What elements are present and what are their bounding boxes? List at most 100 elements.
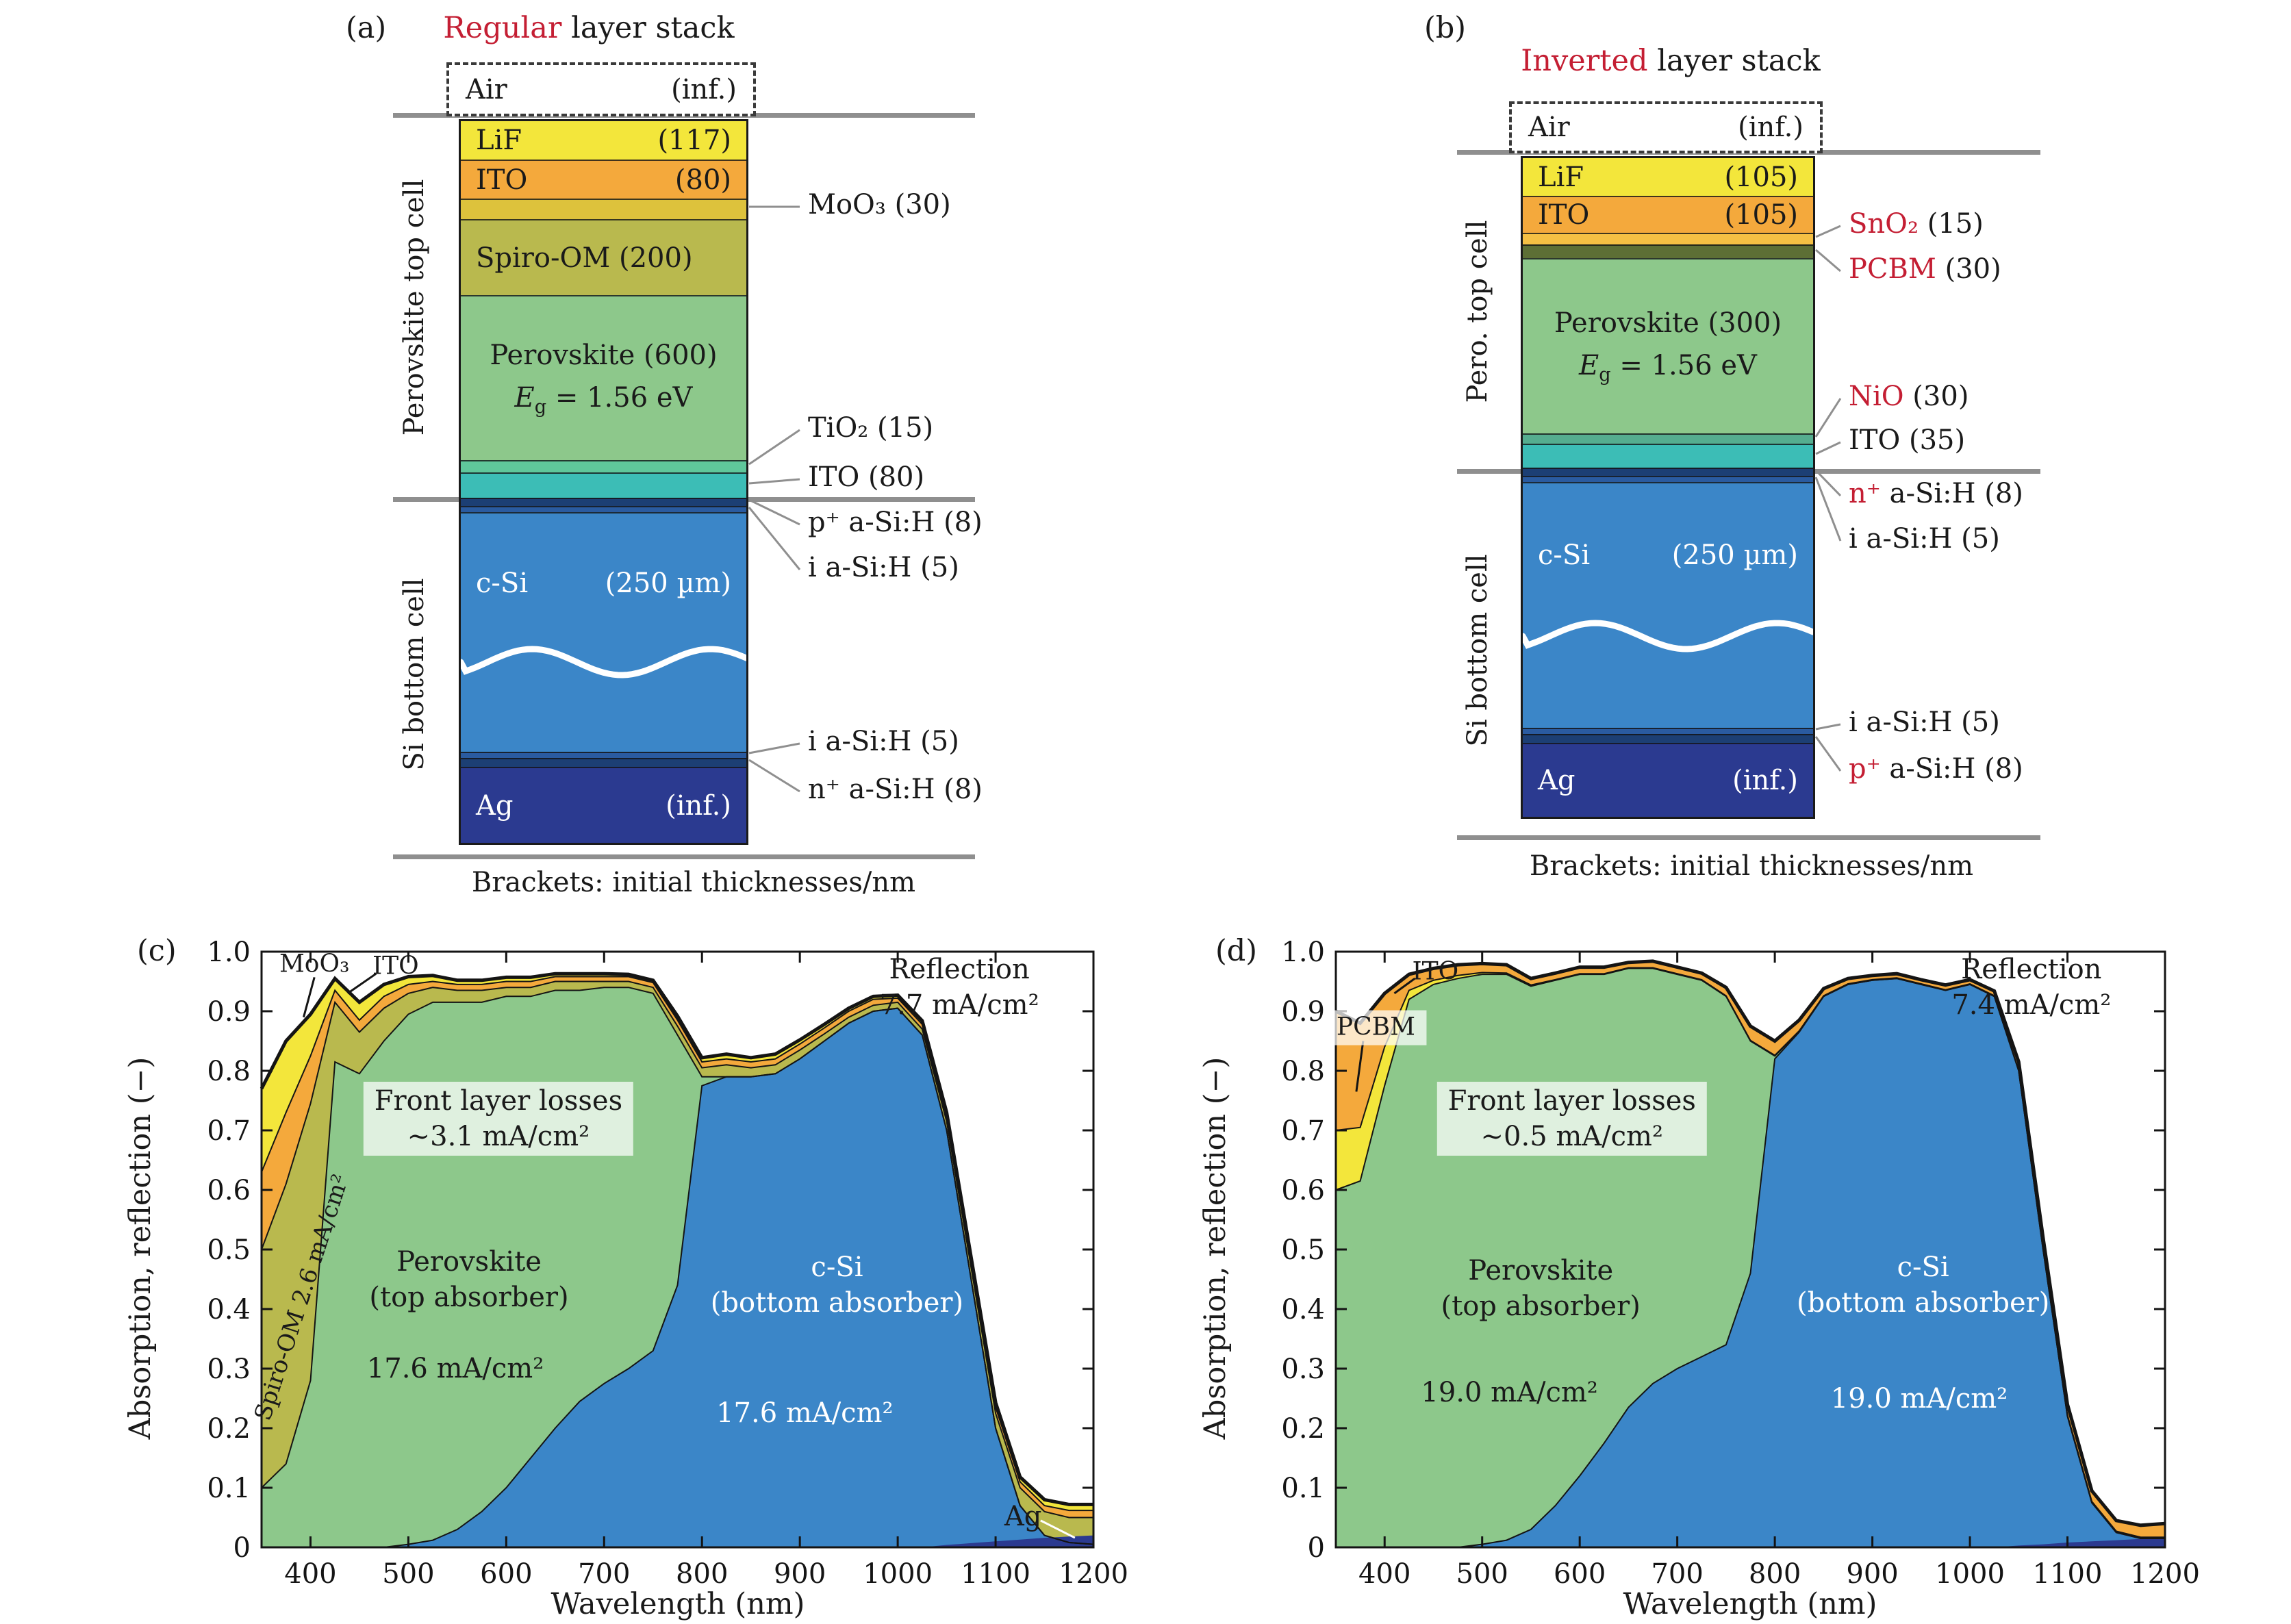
chart-annotation: c-Si (bottom absorber) xyxy=(710,1252,964,1319)
annotation-text: TiO₂ (15) xyxy=(808,412,934,444)
side-label-si-bottom-cell-b: Si bottom cell xyxy=(1462,554,1493,747)
chart-d-ylabel: Absorption, reflection (−) xyxy=(1198,1056,1232,1440)
annotation-text: ITO (35) xyxy=(1849,424,1966,456)
svg-text:0.9: 0.9 xyxy=(1281,996,1325,1028)
chart-annotation: c-Si (bottom absorber) xyxy=(1796,1252,2050,1319)
layer-ito-top-label: ITO xyxy=(1538,199,1590,231)
layer-perovskite-label: Perovskite (300) xyxy=(1554,307,1782,339)
stack-annotation-sno2: SnO₂ (15) xyxy=(1849,208,1984,240)
side-label-pero-top-cell: Pero. top cell xyxy=(1462,220,1493,403)
chart-annotation: 19.0 mA/cm² xyxy=(1421,1376,1598,1408)
chart-annotation: ITO xyxy=(372,952,419,980)
side-label-si-bottom-cell-a: Si bottom cell xyxy=(398,578,430,771)
layer-lif-value: (105) xyxy=(1724,161,1798,193)
annotation-accent: NiO xyxy=(1849,381,1904,412)
layer-i-asih xyxy=(461,506,746,512)
layer-stack-inverted: LiF (105) ITO (105) Perovskite (300) Eg = 1.5… xyxy=(1521,156,1815,819)
layer-c-si-label: c-Si xyxy=(1538,539,1591,571)
chart-annotation: Front layer losses ∼3.1 mA/cm² xyxy=(363,1081,634,1156)
svg-text:0.4: 0.4 xyxy=(207,1294,251,1325)
layer-air-b: Air (inf.) xyxy=(1509,101,1823,153)
svg-text:700: 700 xyxy=(1651,1558,1703,1590)
chart-annotation: Perovskite (top absorber) xyxy=(369,1245,569,1313)
svg-text:0.1: 0.1 xyxy=(207,1473,251,1504)
panel-d-label: (d) xyxy=(1215,934,1258,968)
chart-annotation: MoO₃ xyxy=(279,950,350,978)
svg-text:0.2: 0.2 xyxy=(207,1413,251,1445)
layer-c-si-value: (250 µm) xyxy=(605,568,731,599)
layer-pcbm xyxy=(1523,244,1813,258)
chart-annotation: ITO xyxy=(1412,958,1459,987)
annotation-text: (15) xyxy=(1919,208,1984,240)
separator-line xyxy=(1457,835,2040,840)
svg-text:0.3: 0.3 xyxy=(1281,1354,1325,1385)
layer-ito-top: ITO (80) xyxy=(461,160,746,199)
svg-text:400: 400 xyxy=(284,1558,336,1590)
layer-nio xyxy=(1523,433,1813,444)
panel-b-title: Inverted layer stack xyxy=(1499,44,1842,78)
panel-a-title: Regular layer stack xyxy=(411,11,767,45)
svg-text:1100: 1100 xyxy=(961,1558,1030,1590)
svg-text:600: 600 xyxy=(480,1558,532,1590)
annotation-text: a-Si:H (8) xyxy=(1880,753,2023,785)
layer-ito-bottom xyxy=(461,472,746,498)
chart-annotation: Perovskite (top absorber) xyxy=(1441,1254,1641,1322)
svg-text:0.6: 0.6 xyxy=(1281,1175,1325,1206)
layer-ito-top-value: (105) xyxy=(1724,199,1798,231)
stack-annotation-p-asih: p⁺ a-Si:H (8) xyxy=(808,507,983,538)
annotation-accent: n⁺ xyxy=(1849,478,1881,509)
panel-b-title-rest: layer stack xyxy=(1647,44,1821,78)
side-label-perovskite-top-cell: Perovskite top cell xyxy=(398,179,430,436)
svg-text:900: 900 xyxy=(1846,1558,1898,1590)
layer-moo3 xyxy=(461,199,746,219)
layer-ito-top: ITO (105) xyxy=(1523,196,1813,233)
svg-text:0.3: 0.3 xyxy=(207,1354,251,1385)
stack-annotation-moo3: MoO₃ (30) xyxy=(808,189,951,220)
panel-c-label: (c) xyxy=(137,934,177,968)
svg-text:0: 0 xyxy=(1308,1532,1325,1564)
layer-lif: LiF (105) xyxy=(1523,158,1813,196)
chart-annotation: Front layer losses ∼0.5 mA/cm² xyxy=(1436,1081,1707,1156)
separator-line xyxy=(393,854,975,859)
svg-text:400: 400 xyxy=(1358,1558,1410,1590)
layer-ito-top-label: ITO xyxy=(476,164,528,196)
layer-perovskite: Perovskite (300) Eg = 1.56 eV xyxy=(1523,258,1813,433)
annotation-text: n⁺ a-Si:H (8) xyxy=(808,774,983,805)
layer-ito-bottom xyxy=(1523,444,1813,468)
svg-text:1100: 1100 xyxy=(2033,1558,2103,1590)
layer-ag: Ag (inf.) xyxy=(1523,743,1813,817)
layer-ag-value: (inf.) xyxy=(666,789,731,822)
annotation-text: MoO₃ (30) xyxy=(808,189,951,220)
annotation-text: ITO (80) xyxy=(808,461,925,493)
layer-n-asih xyxy=(461,758,746,767)
svg-text:0.5: 0.5 xyxy=(207,1234,251,1266)
svg-text:0.9: 0.9 xyxy=(207,996,251,1028)
svg-text:500: 500 xyxy=(382,1558,434,1590)
layer-p-asih xyxy=(461,498,746,506)
svg-text:0.4: 0.4 xyxy=(1281,1294,1325,1325)
layer-ag-value: (inf.) xyxy=(1732,765,1798,796)
chart-annotation: Reflection 7.4 mA/cm² xyxy=(1951,954,2112,1022)
layer-perovskite: Perovskite (600) Eg = 1.56 eV xyxy=(461,295,746,460)
annotation-text: i a-Si:H (5) xyxy=(808,726,959,757)
stack-annotation-ito-rear: ITO (80) xyxy=(808,461,924,493)
chart-d-xlabel: Wavelength (nm) xyxy=(1623,1587,1877,1621)
svg-text:0.8: 0.8 xyxy=(207,1056,251,1087)
chart-annotation: 19.0 mA/cm² xyxy=(1830,1382,2008,1414)
band-c-si-absorption xyxy=(262,1008,1093,1547)
svg-text:900: 900 xyxy=(774,1558,826,1590)
stack-annotation-i-asih-rear: i a-Si:H (5) xyxy=(808,726,959,757)
svg-text:0.5: 0.5 xyxy=(1281,1234,1325,1266)
stack-annotation-pcbm: PCBM (30) xyxy=(1849,253,2001,285)
layer-spiro-om-label: Spiro-OM (200) xyxy=(476,242,693,274)
wafer-texture-wave xyxy=(461,646,746,678)
svg-text:1.0: 1.0 xyxy=(207,937,251,968)
stack-annotation-nio: NiO (30) xyxy=(1849,381,1969,412)
svg-text:0: 0 xyxy=(233,1532,251,1564)
annotation-text: (30) xyxy=(1903,381,1969,412)
chart-annotation: Reflection 7.7 mA/cm² xyxy=(879,954,1039,1022)
layer-p-asih xyxy=(1523,734,1813,743)
layer-stack-regular: LiF (117) ITO (80) Spiro-OM (200) Perovskite … xyxy=(459,119,748,845)
panel-a-title-rest: layer stack xyxy=(561,11,735,45)
